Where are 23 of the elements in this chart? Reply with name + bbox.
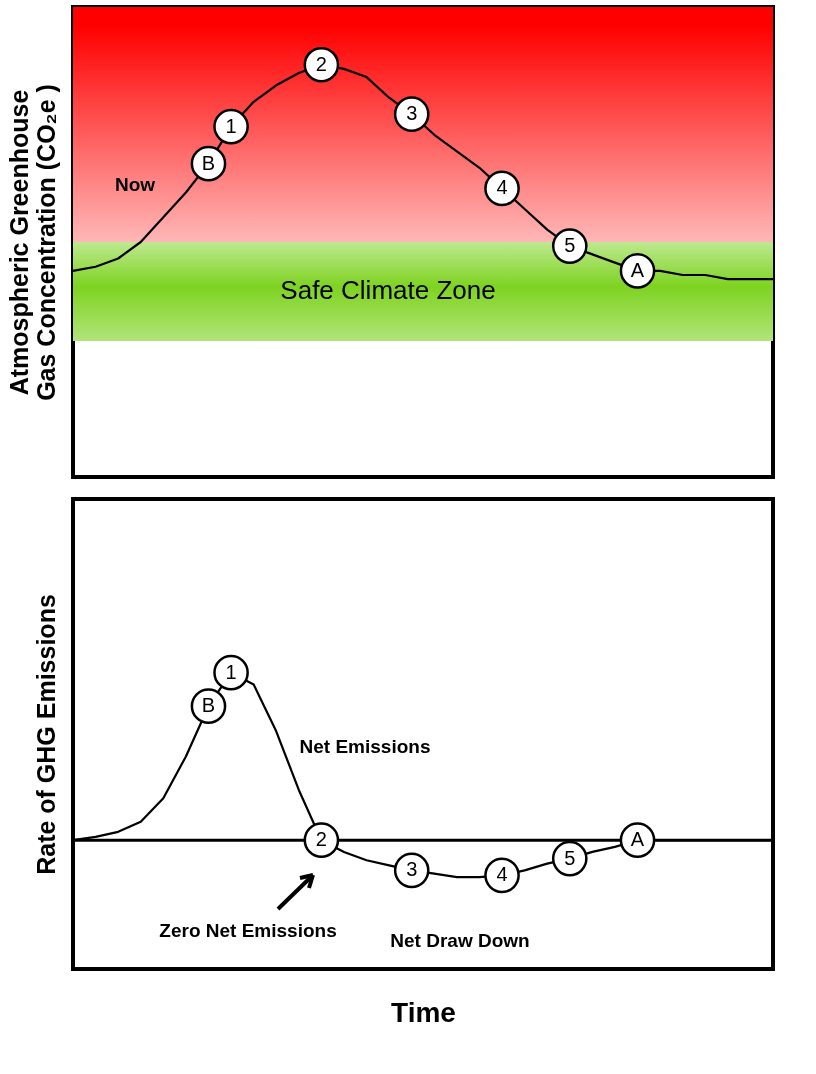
annotation: B [201, 151, 216, 174]
y-axis-title: Rate of GHG Emissions [31, 594, 60, 875]
annotation: Now [114, 174, 156, 195]
annotation: 4 [496, 863, 508, 886]
text: Zero Net Emissions [159, 920, 337, 941]
text: Net Draw Down [390, 930, 530, 951]
point [213, 108, 249, 145]
annotation: 2 [315, 52, 327, 75]
band-label: Safe Climate Zone [280, 275, 496, 306]
annotation: 5 [564, 846, 576, 869]
annotation: 3 [406, 102, 418, 125]
x-axis-title: Time [391, 996, 456, 1028]
annotation: 4 [496, 176, 508, 199]
annotation: B [201, 694, 216, 717]
annotation: A [630, 828, 645, 851]
annotation: 1 [225, 114, 237, 137]
y-axis-title: Atmospheric Greenhouse Gas Concentration (CO₂e ) [4, 84, 60, 401]
annotation: 1 [225, 660, 237, 683]
annotation: 2 [315, 828, 327, 851]
annotation: 3 [406, 858, 418, 881]
annotation: A [630, 258, 645, 281]
annotation: 5 [564, 234, 576, 257]
annotation: Net Emissions [299, 736, 431, 757]
